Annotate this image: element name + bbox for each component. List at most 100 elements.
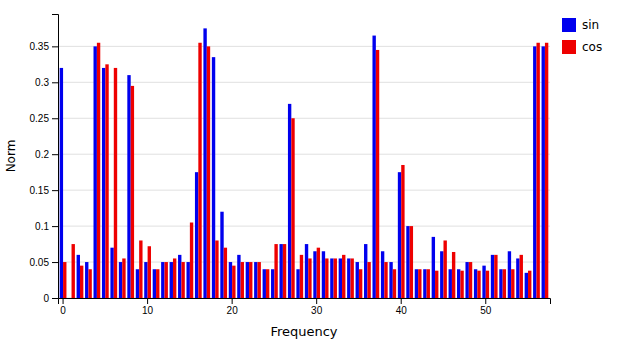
bar (249, 262, 252, 298)
bar (410, 226, 413, 298)
x-tick: 20 (227, 298, 239, 316)
bar (313, 251, 316, 298)
x-tick-label: 40 (396, 305, 408, 316)
bar (178, 255, 181, 298)
bar (170, 262, 173, 298)
bar (494, 255, 497, 298)
bar (536, 43, 539, 298)
bar (317, 248, 320, 298)
bar (291, 118, 294, 298)
bar (520, 255, 523, 298)
y-tick-mark (52, 46, 58, 47)
bar (482, 266, 485, 298)
bar (296, 269, 299, 298)
bar (435, 271, 438, 298)
bars (60, 28, 549, 298)
bar (94, 46, 97, 298)
bar (80, 266, 83, 298)
bar (181, 262, 184, 298)
bar (68, 298, 71, 299)
bar (440, 251, 443, 298)
bar (72, 244, 75, 298)
y-tick-mark (52, 262, 58, 263)
bar (486, 271, 489, 298)
bar (415, 269, 418, 298)
bar (469, 262, 472, 298)
bar (356, 262, 359, 298)
bar (60, 68, 63, 298)
bar (308, 258, 311, 298)
x-axis-title: Frequency (270, 324, 337, 339)
x-tick: 0 (60, 298, 66, 316)
x-tick-mark (63, 298, 64, 304)
y-axis-title: Norm (4, 140, 18, 173)
bar (258, 262, 261, 298)
bar (246, 262, 249, 298)
legend-item: cos (562, 40, 602, 54)
bar (283, 244, 286, 298)
legend-swatch (562, 18, 576, 32)
bar (499, 269, 502, 298)
bar (263, 269, 266, 298)
bar (528, 271, 531, 298)
legend-label: sin (582, 18, 599, 32)
y-tick-label: 0.25 (30, 113, 50, 124)
bar (452, 252, 455, 298)
y-tick-label: 0.1 (35, 221, 49, 232)
y-tick-mark (52, 154, 58, 155)
bar (427, 269, 430, 298)
bar (139, 240, 142, 298)
bar (330, 258, 333, 298)
y-tick: 0 (43, 293, 58, 304)
y-tick: 0.15 (30, 185, 58, 196)
legend-swatch (562, 40, 576, 54)
x-tick-label: 30 (311, 305, 323, 316)
bar (525, 273, 528, 298)
y-tick: 0.1 (35, 221, 58, 232)
bar (119, 262, 122, 298)
bar (516, 258, 519, 298)
y-axis: 00.050.10.150.20.250.30.35 (30, 15, 59, 304)
bar (401, 165, 404, 298)
bar (131, 86, 134, 298)
x-axis-line (59, 299, 551, 305)
bar (237, 255, 240, 298)
bar (367, 262, 370, 298)
bar (232, 266, 235, 298)
y-tick-label: 0.3 (35, 77, 49, 88)
bar (384, 262, 387, 298)
y-tick-label: 0.35 (30, 41, 50, 52)
bar (173, 258, 176, 298)
bar (127, 75, 130, 298)
bar (207, 46, 210, 298)
bar (511, 269, 514, 298)
bar (339, 258, 342, 298)
y-tick: 0.25 (30, 113, 58, 124)
y-tick: 0.35 (30, 41, 58, 52)
bar (347, 258, 350, 298)
bar (212, 57, 215, 298)
x-tick-mark (401, 298, 402, 304)
grid (58, 46, 550, 298)
bar (88, 269, 91, 298)
bar (465, 262, 468, 298)
x-tick-label: 0 (60, 305, 66, 316)
legend-label: cos (582, 40, 602, 54)
series (60, 28, 545, 298)
bar (432, 237, 435, 298)
bar (460, 271, 463, 298)
bar (372, 36, 375, 298)
bar (300, 255, 303, 298)
bar (224, 248, 227, 298)
bar (186, 262, 189, 298)
bar (85, 262, 88, 298)
bar (376, 50, 379, 298)
grid-line (58, 82, 550, 83)
bar (215, 240, 218, 298)
bar (342, 255, 345, 298)
bar (325, 258, 328, 298)
y-tick: 0.05 (30, 257, 58, 268)
y-tick-label: 0 (43, 293, 49, 304)
bar (542, 46, 545, 298)
bar (503, 269, 506, 298)
